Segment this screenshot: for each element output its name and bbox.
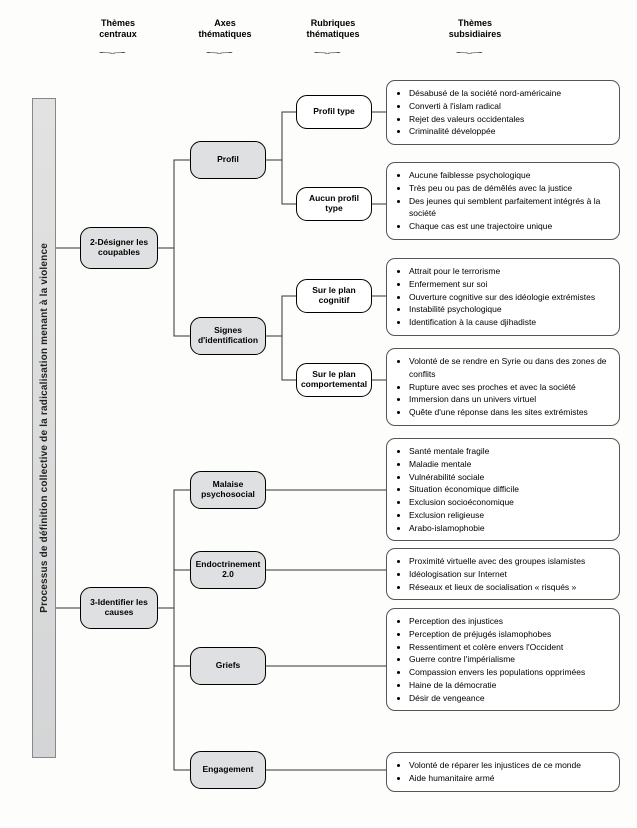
bullet-item: Enfermement sur soi: [409, 278, 609, 291]
brace-icon: ⏟: [99, 43, 126, 53]
brace-icon: ⏟: [314, 43, 341, 53]
bullets-cognitif: Attrait pour le terrorismeEnfermement su…: [386, 258, 620, 336]
bullet-item: Maladie mentale: [409, 458, 609, 471]
rubric-comportemental: Sur le plan comportemental: [296, 363, 372, 397]
bullet-item: Rejet des valeurs occidentales: [409, 113, 609, 126]
bullet-item: Aucune faiblesse psychologique: [409, 169, 609, 182]
bullet-item: Instabilité psychologique: [409, 303, 609, 316]
bullet-item: Criminalité développée: [409, 125, 609, 138]
rubric-aucun-profil: Aucun profil type: [296, 187, 372, 221]
bullet-item: Désabusé de la société nord-américaine: [409, 87, 609, 100]
bullet-item: Idéologisation sur Internet: [409, 568, 609, 581]
bullet-item: Rupture avec ses proches et avec la soci…: [409, 381, 609, 394]
bullet-item: Des jeunes qui semblent parfaitement int…: [409, 195, 609, 221]
central-designers: 2-Désigner les coupables: [80, 227, 158, 269]
root-process-box: Processus de définition collective de la…: [32, 98, 56, 758]
bullet-item: Désir de vengeance: [409, 692, 609, 705]
header-central: Thèmescentraux: [88, 18, 148, 40]
bullets-griefs: Perception des injusticesPerception de p…: [386, 608, 620, 711]
bullets-endoctrinement: Proximité virtuelle avec des groupes isl…: [386, 548, 620, 600]
bullet-item: Ressentiment et colère envers l'Occident: [409, 641, 609, 654]
bullet-item: Attrait pour le terrorisme: [409, 265, 609, 278]
rubric-cognitif: Sur le plan cognitif: [296, 279, 372, 313]
bullet-item: Chaque cas est une trajectoire unique: [409, 220, 609, 233]
axis-profil: Profil: [190, 141, 266, 179]
bullet-item: Aide humanitaire armé: [409, 772, 609, 785]
bullet-item: Exclusion religieuse: [409, 509, 609, 522]
brace-icon: ⏟: [456, 43, 483, 53]
bullet-item: Haine de la démocratie: [409, 679, 609, 692]
bullets-aucun-profil: Aucune faiblesse psychologiqueTrès peu o…: [386, 162, 620, 240]
bullet-item: Volonté de réparer les injustices de ce …: [409, 759, 609, 772]
bullet-item: Santé mentale fragile: [409, 445, 609, 458]
central-identify-causes: 3-Identifier les causes: [80, 587, 158, 629]
axis-malaise: Malaise psychosocial: [190, 471, 266, 509]
bullet-item: Arabo-islamophobie: [409, 522, 609, 535]
bullet-item: Immersion dans un univers virtuel: [409, 393, 609, 406]
axis-griefs: Griefs: [190, 647, 266, 685]
bullet-item: Proximité virtuelle avec des groupes isl…: [409, 555, 609, 568]
bullet-item: Quête d'une réponse dans les sites extré…: [409, 406, 609, 419]
rubric-profil-type: Profil type: [296, 95, 372, 129]
brace-icon: ⏟: [206, 43, 233, 53]
bullet-item: Ouverture cognitive sur des idéologie ex…: [409, 291, 609, 304]
bullet-item: Situation économique difficile: [409, 483, 609, 496]
bullet-item: Identification à la cause djihadiste: [409, 316, 609, 329]
bullets-engagement: Volonté de réparer les injustices de ce …: [386, 752, 620, 792]
bullet-item: Converti à l'islam radical: [409, 100, 609, 113]
header-axes: Axesthématiques: [190, 18, 260, 40]
bullet-item: Vulnérabilité sociale: [409, 471, 609, 484]
bullet-item: Volonté de se rendre en Syrie ou dans de…: [409, 355, 609, 381]
axis-endoctrinement: Endoctrinement 2.0: [190, 551, 266, 589]
bullet-item: Très peu ou pas de démêlés avec la justi…: [409, 182, 609, 195]
axis-engagement: Engagement: [190, 751, 266, 789]
bullets-malaise: Santé mentale fragileMaladie mentaleVuln…: [386, 438, 620, 541]
root-process-label: Processus de définition collective de la…: [39, 243, 50, 613]
bullets-profil-type: Désabusé de la société nord-américaineCo…: [386, 80, 620, 145]
header-rubrics: Rubriquesthématiques: [298, 18, 368, 40]
bullet-item: Perception de préjugés islamophobes: [409, 628, 609, 641]
bullet-item: Guerre contre l'impérialisme: [409, 653, 609, 666]
bullet-item: Compassion envers les populations opprim…: [409, 666, 609, 679]
bullet-item: Réseaux et lieux de socialisation « risq…: [409, 581, 609, 594]
bullet-item: Exclusion socioéconomique: [409, 496, 609, 509]
axis-signes: Signes d'identification: [190, 317, 266, 355]
bullet-item: Perception des injustices: [409, 615, 609, 628]
bullets-comportemental: Volonté de se rendre en Syrie ou dans de…: [386, 348, 620, 426]
header-subsidiary: Thèmessubsidiaires: [440, 18, 510, 40]
